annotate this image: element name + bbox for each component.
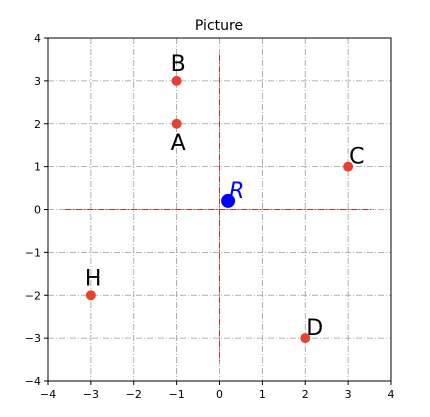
point-label-d: D: [306, 316, 323, 341]
x-tick-label: 4: [388, 388, 395, 401]
x-tick-label: −4: [40, 388, 56, 401]
y-tick-label: −3: [25, 332, 41, 345]
x-tick-label: 3: [345, 388, 352, 401]
y-tick-label: 1: [34, 161, 41, 174]
point-label-r: R: [229, 179, 244, 204]
chart-title: Picture: [195, 18, 243, 34]
point-a: [171, 118, 182, 129]
point-label-a: A: [171, 131, 186, 156]
crosshair: [65, 55, 374, 364]
y-tick-label: −4: [25, 375, 41, 388]
point-h: [85, 290, 96, 301]
point-label-c: C: [349, 145, 364, 170]
x-tick-label: 0: [216, 388, 223, 401]
y-tick-label: 2: [34, 118, 41, 131]
point-label-b: B: [171, 52, 186, 77]
y-tick-label: −2: [25, 289, 41, 302]
x-tick-label: −3: [83, 388, 99, 401]
y-tick-label: 4: [34, 32, 41, 45]
point-b: [171, 75, 182, 86]
point-c: [343, 161, 354, 172]
point-d: [300, 333, 311, 344]
x-tick-label: 1: [259, 388, 266, 401]
point-r: [221, 193, 236, 208]
axis-ticks: −4 −3 −2 −1 0 1 2 3 4 −4 −3 −2 −1 0 1 2 3 4: [25, 32, 395, 401]
x-tick-label: 2: [302, 388, 309, 401]
data-points: B A C H D R: [85, 52, 365, 344]
x-tick-label: −1: [169, 388, 185, 401]
y-tick-label: 0: [34, 204, 41, 217]
x-tick-label: −2: [126, 388, 142, 401]
y-tick-label: 3: [34, 75, 41, 88]
point-label-h: H: [85, 266, 102, 291]
y-tick-label: −1: [25, 246, 41, 259]
